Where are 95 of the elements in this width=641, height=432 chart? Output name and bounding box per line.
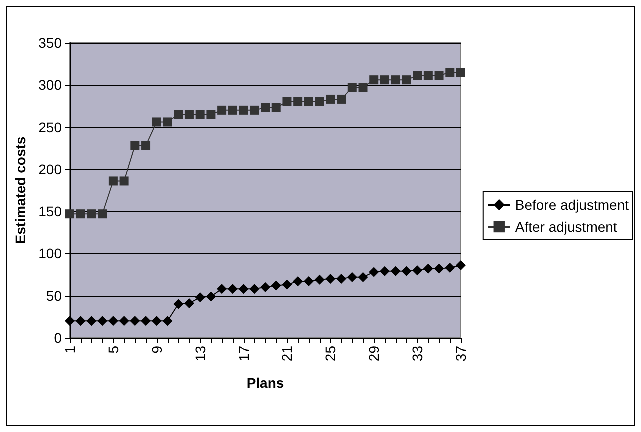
point xyxy=(390,266,401,276)
point xyxy=(239,106,248,115)
y-tick-label: 100 xyxy=(38,246,62,262)
point xyxy=(206,292,216,302)
point xyxy=(304,276,314,287)
y-tick-label: 300 xyxy=(38,77,62,94)
point xyxy=(380,266,390,276)
point xyxy=(238,284,249,294)
point xyxy=(282,98,292,106)
point xyxy=(282,280,292,290)
point xyxy=(293,276,304,287)
point xyxy=(98,210,108,219)
point xyxy=(195,292,206,303)
point xyxy=(445,263,456,274)
point xyxy=(413,71,422,80)
point xyxy=(336,274,347,284)
point xyxy=(174,299,184,310)
x-tick-label: 33 xyxy=(410,346,426,362)
point xyxy=(86,316,97,326)
point xyxy=(456,68,466,77)
point xyxy=(272,103,281,112)
point xyxy=(369,267,380,278)
x-tick-label: 13 xyxy=(192,346,208,362)
point xyxy=(120,176,129,186)
y-tick-label: 200 xyxy=(38,161,62,178)
point xyxy=(326,274,336,284)
point xyxy=(65,316,75,326)
y-tick-label: 350 xyxy=(38,35,62,51)
y-tick-label: 250 xyxy=(38,119,62,136)
point xyxy=(184,110,194,120)
point xyxy=(315,98,324,106)
point xyxy=(76,316,86,326)
point xyxy=(162,316,173,326)
point xyxy=(87,210,96,219)
point xyxy=(402,266,412,276)
y-tick-label: 50 xyxy=(46,288,62,304)
point xyxy=(142,141,151,150)
point xyxy=(434,264,444,274)
point xyxy=(348,83,357,92)
point xyxy=(261,103,270,112)
x-tick-label: 5 xyxy=(105,346,122,354)
point xyxy=(98,316,108,326)
point xyxy=(391,76,400,85)
point xyxy=(347,272,358,282)
point xyxy=(130,316,140,326)
y-axis-title: Estimated costs xyxy=(12,136,29,244)
point xyxy=(358,83,368,92)
x-axis-title: Plans xyxy=(246,375,284,391)
point xyxy=(130,141,140,150)
legend-label: After adjustment xyxy=(515,219,618,235)
point xyxy=(184,298,194,308)
point xyxy=(456,260,466,271)
y-tick-label: 150 xyxy=(38,204,62,220)
x-tick-label: 37 xyxy=(453,346,469,362)
legend-label: Before adjustment xyxy=(515,197,630,213)
point xyxy=(206,110,216,120)
point xyxy=(196,110,205,120)
point xyxy=(271,280,282,291)
point xyxy=(174,110,184,120)
point xyxy=(412,266,423,276)
point xyxy=(424,71,433,80)
point xyxy=(260,282,270,292)
x-tick-label: 9 xyxy=(148,346,165,354)
point xyxy=(250,106,260,115)
point xyxy=(446,68,455,77)
point xyxy=(434,71,444,80)
point xyxy=(108,176,118,186)
x-tick-label: 17 xyxy=(236,346,252,362)
point xyxy=(108,316,118,326)
x-tick-label: 21 xyxy=(279,346,296,362)
y-tick-label: 0 xyxy=(54,330,62,346)
point xyxy=(402,76,412,85)
point xyxy=(141,316,152,326)
point xyxy=(250,284,260,294)
point xyxy=(304,98,314,106)
point xyxy=(228,106,238,115)
point xyxy=(76,210,86,219)
point xyxy=(152,118,162,127)
point xyxy=(294,98,303,106)
point xyxy=(358,272,368,282)
point xyxy=(337,94,346,104)
point xyxy=(326,94,336,104)
x-tick-label: 25 xyxy=(322,346,339,362)
point xyxy=(423,264,434,274)
point xyxy=(217,284,228,294)
x-tick-label: 29 xyxy=(366,346,382,362)
x-tick-label: 1 xyxy=(62,346,78,354)
point xyxy=(218,106,227,115)
point xyxy=(228,284,238,294)
point xyxy=(314,274,325,285)
point xyxy=(119,316,130,326)
point xyxy=(370,76,379,85)
point xyxy=(152,316,162,326)
point xyxy=(163,118,172,127)
point xyxy=(380,76,390,85)
